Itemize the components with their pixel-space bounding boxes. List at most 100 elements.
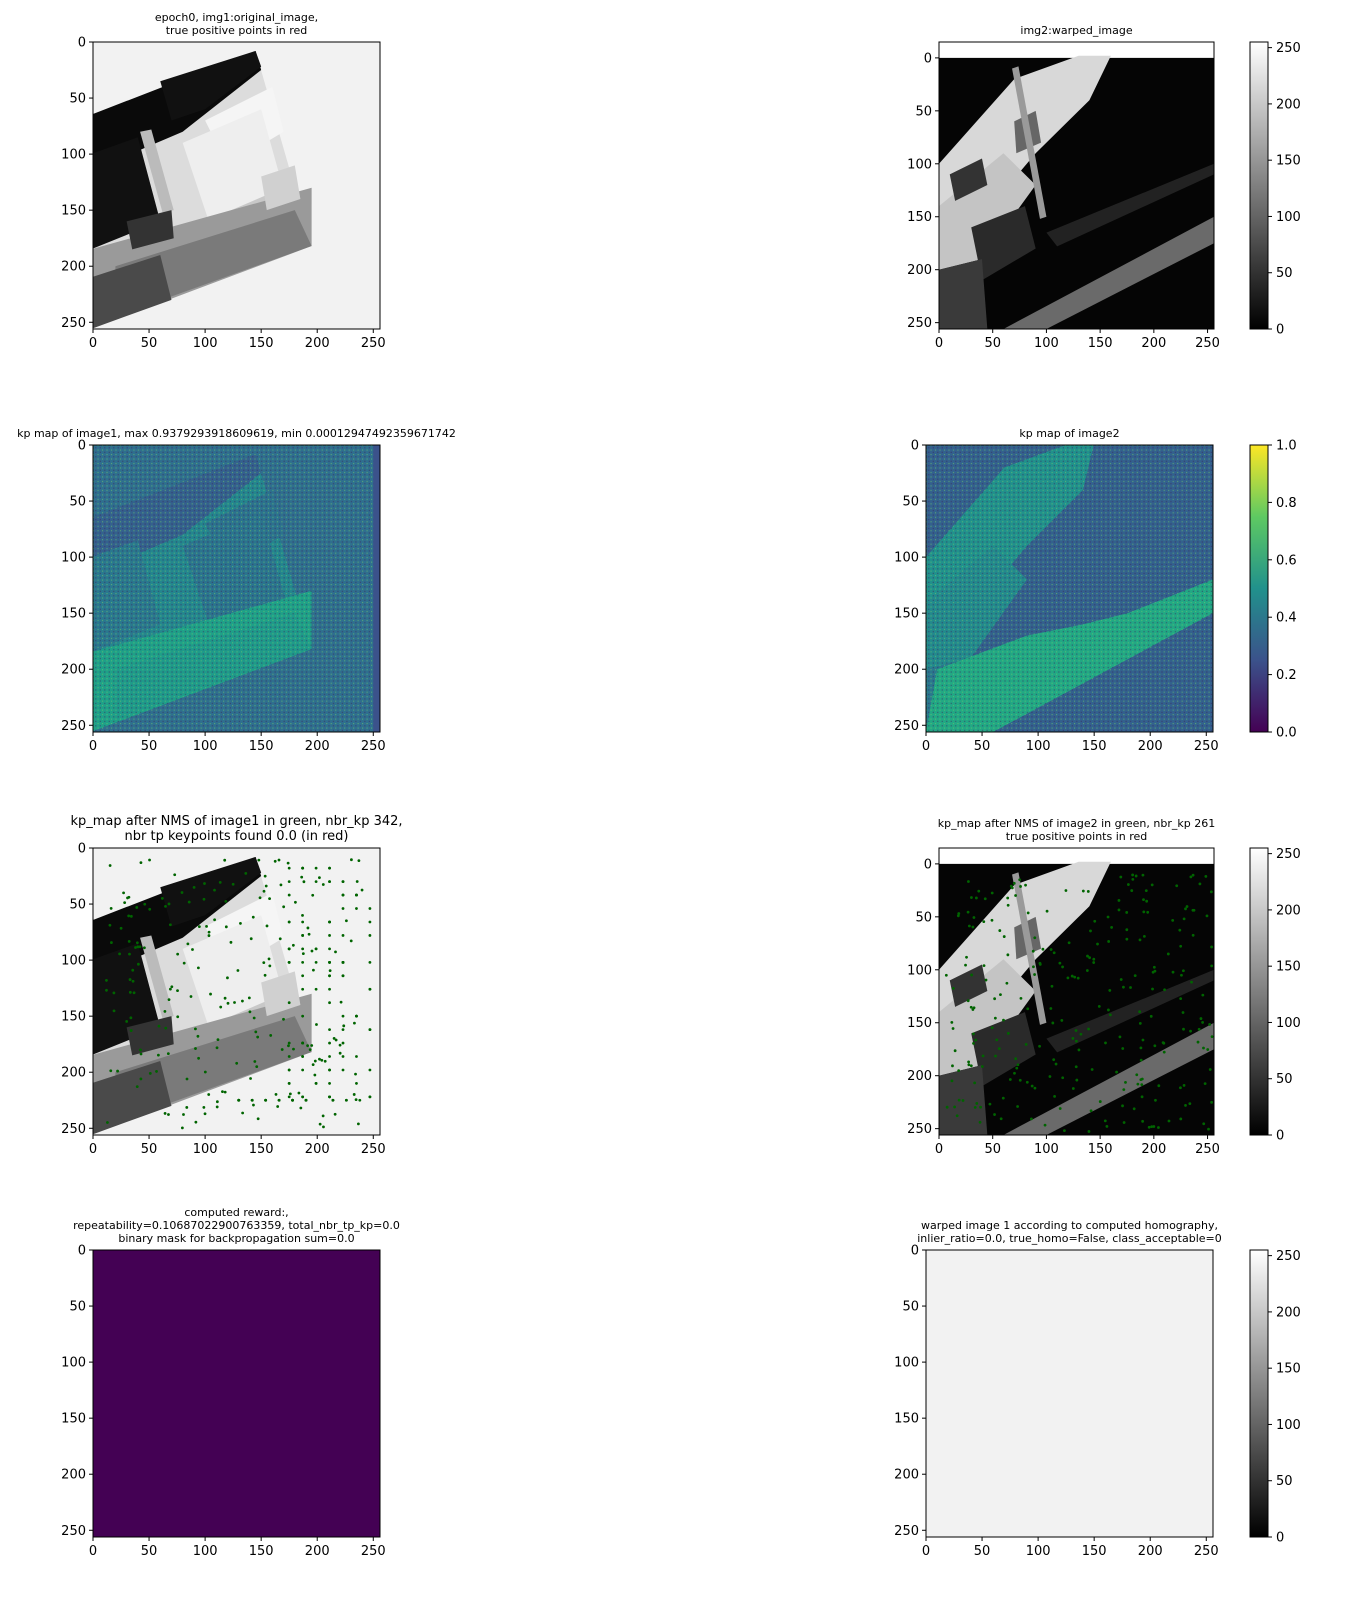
keypoint: [273, 859, 277, 863]
keypoint: [956, 914, 960, 918]
keypoint: [125, 1020, 129, 1023]
keypoint: [953, 1049, 957, 1053]
keypoint: [1142, 898, 1145, 902]
keypoint: [341, 1055, 345, 1058]
keypoint: [972, 1041, 975, 1045]
keypoint: [368, 907, 372, 910]
keypoint: [1043, 1123, 1047, 1127]
colorbar-tick-label: 100: [1276, 210, 1301, 225]
panel-title: true positive points in red: [166, 24, 308, 37]
keypoint: [1006, 896, 1010, 900]
keypoint: [189, 995, 193, 998]
keypoint: [1201, 1021, 1204, 1024]
keypoint: [321, 1114, 325, 1118]
y-tick-label: 100: [61, 954, 86, 969]
x-tick-label: 0: [89, 1142, 97, 1157]
keypoint: [1049, 1007, 1053, 1010]
keypoint: [301, 934, 305, 937]
colorbar-tick-label: 0.6: [1276, 553, 1297, 568]
keypoint: [1048, 1075, 1052, 1078]
panel-title: nbr tp keypoints found 0.0 (in red): [125, 829, 349, 844]
y-tick-label: 100: [894, 1356, 919, 1371]
keypoint: [1025, 1080, 1029, 1084]
keypoint: [207, 1093, 211, 1096]
keypoint: [1121, 1047, 1125, 1050]
keypoint: [993, 997, 997, 1001]
x-tick-label: 50: [974, 739, 991, 754]
panel-title: img2:warped_image: [1020, 24, 1132, 37]
panel-title: kp_map after NMS of image1 in green, nbr…: [70, 814, 402, 829]
keypoint: [974, 896, 978, 900]
keypoint: [173, 873, 177, 877]
keypoint: [136, 962, 140, 966]
colorbar-gradient: [1249, 41, 1269, 330]
keypoint: [1060, 1019, 1064, 1022]
keypoint: [1026, 911, 1030, 915]
keypoint: [341, 893, 345, 897]
keypoint: [341, 880, 345, 884]
keypoint: [233, 1001, 236, 1004]
keypoint: [341, 974, 345, 978]
keypoint: [1053, 1094, 1056, 1098]
keypoint: [967, 880, 970, 883]
keypoint: [1131, 873, 1135, 877]
keypoint: [297, 1091, 301, 1095]
keypoint: [1131, 877, 1135, 881]
keypoint: [328, 920, 331, 924]
x-tick-label: 0: [89, 336, 97, 351]
keypoint: [249, 937, 253, 941]
x-tick-label: 150: [249, 1142, 274, 1157]
colorbar-tick-label: 250: [1276, 847, 1301, 862]
keypoint: [971, 925, 975, 929]
keypoint: [239, 922, 242, 925]
keypoint: [973, 1105, 977, 1109]
keypoint: [1121, 1104, 1124, 1108]
keypoint: [237, 1098, 241, 1102]
keypoint: [1197, 1027, 1201, 1031]
keypoint: [1153, 1044, 1157, 1048]
colorbar-tick-label: 150: [1276, 154, 1301, 169]
keypoint: [997, 1047, 1001, 1051]
keypoint: [1150, 883, 1154, 887]
keypoint: [136, 945, 140, 949]
axes-frame: [938, 41, 1215, 330]
y-tick-label: 200: [61, 663, 86, 678]
keypoint: [338, 1043, 342, 1047]
keypoint: [352, 1093, 356, 1096]
keypoint: [265, 924, 269, 928]
keypoint: [164, 905, 167, 908]
keypoint: [1107, 1008, 1110, 1012]
keypoint: [999, 1117, 1003, 1121]
keypoint: [301, 1095, 305, 1099]
keypoint: [999, 993, 1002, 997]
keypoint: [1132, 1107, 1136, 1111]
keypoint: [268, 897, 271, 901]
keypoint: [182, 1113, 185, 1116]
x-tick-label: 200: [1138, 1544, 1163, 1559]
keypoint: [194, 1120, 198, 1124]
colorbar-gradient: [1249, 444, 1269, 733]
panel-title: binary mask for backpropagation sum=0.0: [118, 1232, 354, 1245]
x-tick-label: 150: [249, 1544, 274, 1559]
keypoint: [1074, 1029, 1078, 1032]
keypoint: [202, 1106, 206, 1109]
keypoint: [1206, 1048, 1210, 1051]
keypoint: [218, 881, 222, 884]
keypoint: [1117, 899, 1121, 902]
keypoint: [1073, 975, 1077, 979]
keypoint: [1163, 988, 1166, 992]
keypoint: [1092, 961, 1096, 964]
keypoint: [969, 1005, 973, 1009]
keypoint: [1126, 883, 1130, 886]
keypoint: [1032, 965, 1035, 969]
keypoint: [1070, 974, 1074, 978]
colorbar-tick-label: 50: [1276, 266, 1293, 281]
keypoint: [1079, 1032, 1083, 1036]
keypoint: [207, 930, 211, 934]
keypoint: [1052, 1058, 1056, 1062]
keypoint: [205, 924, 208, 928]
keypoint: [185, 1077, 189, 1081]
colorbar: 0.0 0.2 0.4 0.6 0.8 1.0: [1249, 439, 1297, 741]
keypoint: [1012, 881, 1016, 885]
keypoint: [148, 907, 152, 911]
